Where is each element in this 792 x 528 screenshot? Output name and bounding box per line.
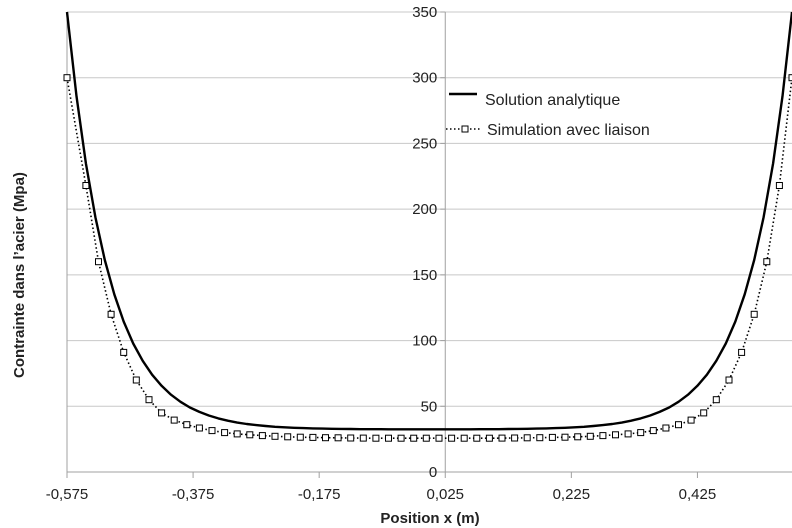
simulation-point <box>460 434 468 442</box>
simulation-point <box>359 434 367 442</box>
y-tick-label: 350 <box>412 4 437 21</box>
legend-label-solution-analytique: Solution analytique <box>485 92 620 109</box>
simulation-point <box>95 258 102 266</box>
simulation-point <box>132 376 140 384</box>
simulation-point <box>612 431 619 439</box>
simulation-point <box>309 433 317 441</box>
simulation-point <box>700 409 708 417</box>
simulation-point <box>82 182 90 189</box>
axes <box>66 11 792 478</box>
simulation-point <box>284 433 292 441</box>
simulation-point <box>233 430 241 438</box>
simulation-point <box>208 427 216 435</box>
y-axis-title: Contrainte dans l’acier (Mpa) <box>11 172 28 378</box>
simulation-point <box>775 182 783 189</box>
x-axis-title: Position x (m) <box>380 510 479 527</box>
simulation-point <box>107 310 115 318</box>
simulation-point <box>246 431 254 439</box>
simulation-point <box>637 429 645 437</box>
simulation-point <box>548 433 556 441</box>
x-tick-label: -0,375 <box>172 486 215 503</box>
x-tick-label: 0,225 <box>553 486 591 503</box>
simulation-point <box>511 434 519 442</box>
y-tick-label: 0 <box>429 464 437 481</box>
y-tick-label: 300 <box>412 70 437 87</box>
legend-square-marker <box>461 125 469 133</box>
simulation-point <box>649 427 657 435</box>
simulation-point <box>448 434 456 442</box>
gridlines <box>67 11 792 407</box>
simulation-point <box>473 434 481 442</box>
simulation-point <box>687 416 695 424</box>
simulation-point <box>523 434 531 442</box>
simulation-point <box>624 430 632 438</box>
series-simulation-line <box>66 77 792 440</box>
simulation-point <box>750 310 758 318</box>
simulation-point <box>334 434 342 442</box>
simulation-point <box>586 432 594 440</box>
y-tick-label: 100 <box>412 333 437 350</box>
y-tick-label: 150 <box>412 267 437 284</box>
simulation-point <box>322 434 329 442</box>
simulation-point <box>120 348 128 356</box>
x-tick-label: -0,575 <box>46 486 89 503</box>
simulation-point <box>195 424 203 432</box>
simulation-point <box>712 396 720 404</box>
simulation-point <box>738 348 746 356</box>
y-tick-label: 50 <box>421 398 438 415</box>
simulation-point <box>397 434 405 442</box>
y-tick-label: 200 <box>412 201 437 218</box>
simulation-point <box>485 434 493 442</box>
x-tick-label: 0,425 <box>679 486 717 503</box>
simulation-point <box>385 434 392 442</box>
simulation-point <box>435 434 443 442</box>
simulation-point <box>788 74 792 82</box>
simulation-point <box>675 421 682 429</box>
x-tick-label: -0,175 <box>298 486 341 503</box>
simulation-point <box>662 424 670 432</box>
simulation-point <box>599 432 607 440</box>
series-layer <box>63 11 792 442</box>
simulation-point <box>145 396 153 404</box>
legend-label-simulation-avec-liaison: Simulation avec liaison <box>487 122 650 139</box>
tick-labels: 0 50 100 150 200 250 300 350 -0,575 -0,375 -0,175 0… <box>46 4 716 503</box>
simulation-point <box>763 258 771 266</box>
simulation-point <box>410 434 418 442</box>
simulation-point <box>271 432 279 440</box>
simulation-point <box>422 434 430 442</box>
y-tick-label: 250 <box>412 135 437 152</box>
series-analytique-line <box>65 11 792 431</box>
legend: Solution analytique Simulation avec liai… <box>446 92 650 139</box>
x-tick-label: 0,025 <box>426 486 464 503</box>
simulation-point <box>347 434 355 442</box>
simulation-point <box>498 434 506 442</box>
simulation-point <box>536 434 544 442</box>
simulation-point <box>63 74 71 82</box>
simulation-point <box>296 433 304 441</box>
simulation-point <box>725 376 733 384</box>
simulation-point <box>170 416 178 424</box>
simulation-point <box>221 429 229 437</box>
simulation-point <box>372 434 380 442</box>
simulation-point <box>158 409 166 417</box>
simulation-point <box>561 433 569 441</box>
simulation-point <box>258 432 266 440</box>
simulation-point <box>183 421 191 429</box>
simulation-point <box>574 433 582 441</box>
